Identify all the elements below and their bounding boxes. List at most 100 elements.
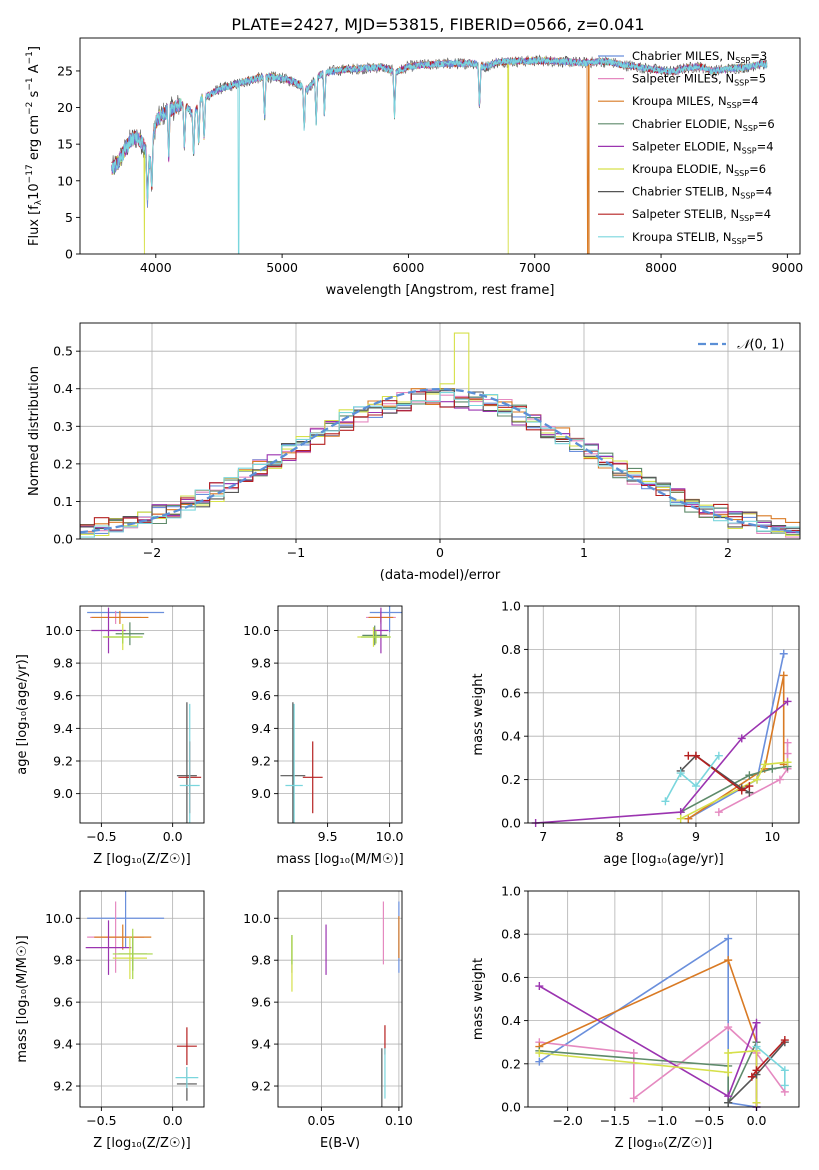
y-tick-label: 0.4 — [501, 729, 521, 744]
y-tick-label: 0.2 — [53, 456, 73, 471]
x-tick-label: 8 — [616, 829, 624, 844]
weight-marker — [737, 786, 746, 795]
legend-label-7: Salpeter STELIB, NSSP=4 — [632, 207, 771, 223]
weight-series-2 — [687, 675, 785, 820]
weight-lines — [531, 649, 792, 827]
x-tick-label: 10.0 — [376, 829, 404, 844]
histogram-bars — [80, 332, 800, 539]
weight-marker — [768, 764, 777, 773]
y-tick-label: 0.5 — [53, 344, 73, 359]
x-tick-label: 2 — [724, 545, 732, 560]
weight-marker — [535, 982, 544, 991]
y-tick-label: 0.2 — [501, 772, 521, 787]
weight-marker — [676, 814, 685, 823]
axes-frame — [79, 890, 205, 1108]
x-tick-label: 0.10 — [385, 1113, 413, 1128]
x-axis-label: (data-model)/error — [380, 568, 501, 583]
weight-marker — [737, 734, 746, 743]
legend-label-4: Salpeter ELODIE, NSSP=4 — [632, 139, 774, 155]
y-axis-label: mass [log₁₀(M/M☉)] — [15, 935, 30, 1062]
y-tick-label: 0.8 — [501, 642, 521, 657]
spectrum-series-2 — [111, 56, 590, 254]
y-tick-label: 9.2 — [251, 1079, 271, 1094]
x-tick-label: 7000 — [519, 260, 551, 275]
y-axis-label: Flux [fλ10−17 erg cm−2 s−1 A−1] — [25, 46, 44, 246]
axes-frame — [277, 605, 403, 824]
weight-marker — [661, 797, 670, 806]
errorbars — [87, 607, 202, 823]
y-tick-label: 0.6 — [501, 970, 521, 985]
y-tick-label: 9.4 — [53, 1037, 73, 1052]
errorbars — [85, 891, 199, 1101]
x-tick-label: 7 — [539, 829, 547, 844]
x-tick-label: 4000 — [140, 260, 172, 275]
x-tick-label: −2.0 — [552, 1113, 582, 1128]
x-tick-label: 9000 — [771, 260, 803, 275]
legend-label-5: Kroupa ELODIE, NSSP=6 — [632, 162, 766, 178]
weight-marker — [724, 956, 733, 965]
weight-marker — [691, 782, 700, 791]
x-tick-label: 0 — [436, 545, 444, 560]
x-tick-label: 5000 — [266, 260, 298, 275]
weight-marker — [684, 751, 693, 760]
weight-marker — [752, 1098, 761, 1107]
mass-vs-metallicity-panel: −0.5 0.0 9.2 9.4 9.6 9.8 10.0 Z [log₁₀(Z/Z☉)] ma… — [15, 890, 205, 1151]
y-tick-label: 0.4 — [501, 1013, 521, 1028]
y-tick-label: 9.6 — [53, 688, 73, 703]
y-tick-label: 0.1 — [53, 494, 73, 509]
weight-marker — [752, 1018, 761, 1027]
x-tick-label: −0.5 — [86, 1113, 116, 1128]
x-axis-label: Z [log₁₀(Z/Z☉)] — [93, 852, 190, 867]
weight-marker — [779, 649, 788, 658]
y-tick-label: 25 — [57, 63, 73, 78]
errorbars — [280, 606, 402, 823]
weight-marker — [753, 775, 762, 784]
y-tick-label: 9.2 — [53, 1079, 73, 1094]
y-tick-label: 0.3 — [53, 419, 73, 434]
x-tick-label: 9.5 — [318, 829, 338, 844]
weight-marker — [745, 771, 754, 780]
x-tick-label: 1 — [580, 545, 588, 560]
weight-series-8 — [664, 755, 720, 802]
x-axis-label: Z [log₁₀(Z/Z☉)] — [93, 1136, 190, 1151]
y-tick-label: 9.4 — [53, 721, 73, 736]
weight-series-3 — [539, 1041, 758, 1104]
x-tick-label: −1.5 — [600, 1113, 630, 1128]
x-tick-label: 0.0 — [163, 1113, 183, 1128]
errorbars — [291, 901, 400, 1107]
weight-marker — [783, 758, 792, 767]
x-axis-label: wavelength [Angstrom, rest frame] — [326, 283, 555, 298]
y-tick-label: 9.2 — [53, 754, 73, 769]
y-tick-label: 0.8 — [501, 927, 521, 942]
weight-marker — [780, 1036, 789, 1045]
weight-series-5 — [539, 1049, 758, 1103]
weight-marker — [691, 751, 700, 760]
y-tick-label: 9.8 — [53, 953, 73, 968]
mass-vs-extinction-panel: 0.05 0.10 9.2 9.4 9.6 9.8 10.0 E(B-V) — [243, 890, 413, 1151]
x-tick-label: −0.5 — [86, 829, 116, 844]
y-tick-label: 9.8 — [251, 656, 271, 671]
weight-marker — [714, 808, 723, 817]
x-tick-label: 10 — [764, 829, 780, 844]
axes-frame — [527, 605, 800, 824]
y-axis-label: mass weight — [471, 958, 486, 1040]
weight-marker — [760, 760, 769, 769]
normal-reference-curve — [80, 387, 800, 534]
y-tick-label: 9.0 — [251, 786, 271, 801]
x-tick-label: 0.0 — [163, 829, 183, 844]
age-vs-mass-panel: 9.5 10.0 9.0 9.2 9.4 9.6 9.8 10.0 mass [log₁₀(M/… — [243, 605, 404, 867]
weight-marker — [752, 1042, 761, 1051]
y-tick-label: 1.0 — [501, 599, 521, 614]
y-tick-label: 10.0 — [45, 623, 73, 638]
spectrum-series-0 — [111, 56, 768, 208]
y-tick-label: 9.0 — [53, 786, 73, 801]
mass-weight-vs-metallicity-panel: −2.0 −1.5 −1.0 −0.5 0.0 0.0 0.2 0.4 0.6 0.8 1.0 Z [… — [471, 884, 800, 1151]
weight-marker — [535, 1049, 544, 1057]
x-tick-label: 0.0 — [747, 1113, 767, 1128]
histogram-series-5 — [80, 332, 800, 539]
y-tick-label: 10.0 — [45, 911, 73, 926]
x-tick-label: −2 — [143, 545, 161, 560]
y-tick-label: 20 — [57, 100, 73, 115]
y-tick-label: 15 — [57, 137, 73, 152]
